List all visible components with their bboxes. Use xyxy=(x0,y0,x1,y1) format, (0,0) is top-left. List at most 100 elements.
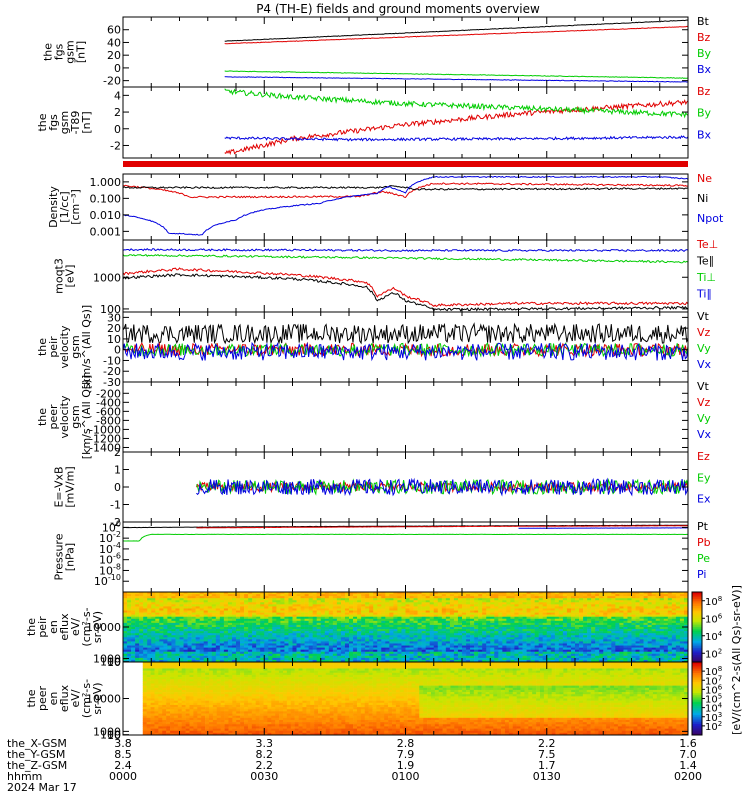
y-axis-label: eV/ xyxy=(69,689,82,707)
series-line-peir_velocity-0 xyxy=(122,322,689,345)
y-axis-label: velocity xyxy=(58,325,71,368)
y-tick-label: 40 xyxy=(107,36,121,49)
series-line-temperature-3 xyxy=(122,248,689,253)
y-axis-label: [nT] xyxy=(75,41,88,63)
y-tick-label: 20 xyxy=(107,322,121,335)
date-label: 2024 Mar 17 xyxy=(7,781,77,794)
panel-frame xyxy=(122,521,689,593)
legend-fgs_gsm_nT-3: Bx xyxy=(697,63,712,76)
colorbar-tick: 102 xyxy=(705,720,722,733)
legend-efield-2: Ex xyxy=(697,493,711,506)
series-line-density-1 xyxy=(122,185,689,191)
y-axis-label: peir xyxy=(47,336,60,358)
panel-temperature: 1000 100 moqt3[eV] Te⊥ Te∥ Ti⊥ Ti∥ xyxy=(53,238,719,316)
x-axis-tick-value: 2.2 xyxy=(256,759,274,772)
x-axis-tick-value: 7.9 xyxy=(397,748,415,761)
y-axis-label: eflux xyxy=(58,613,71,641)
y-tick-label: 60 xyxy=(107,24,121,37)
y-axis-label: the xyxy=(42,43,55,61)
legend-temperature-1: Te∥ xyxy=(696,255,714,268)
legend-pressure-0: Pt xyxy=(697,520,709,533)
legend-peir_velocity-1: Vz xyxy=(697,326,711,339)
x-axis-tick-value: 1.4 xyxy=(679,759,697,772)
legend-pressure-1: Pb xyxy=(697,536,711,549)
legend-fgs_gsm_nT-1: Bz xyxy=(697,31,711,44)
y-tick-label: 10 xyxy=(107,729,121,742)
y-tick-label: 30 xyxy=(107,311,121,324)
y-tick-label: 4 xyxy=(114,89,121,102)
y-tick-label: 1 xyxy=(114,464,121,477)
colorbar-tick: 102 xyxy=(705,647,722,660)
y-axis-label: eV/ xyxy=(69,618,82,636)
x-axis-tick-value: 1.9 xyxy=(397,759,415,772)
series-line-efield-2 xyxy=(196,477,689,497)
x-axis-tick-value: 0200 xyxy=(674,770,702,783)
legend-fgs_gsm_dBz-1: By xyxy=(697,107,712,120)
legend-temperature-2: Ti⊥ xyxy=(696,271,716,284)
y-axis-label: (cm²-s- xyxy=(80,679,93,718)
y-tick-label: -800 xyxy=(96,414,121,427)
series-line-fgs_gsm_dBz-1 xyxy=(224,88,689,119)
series-line-peir_velocity-1 xyxy=(122,341,689,358)
y-axis-label: [eV] xyxy=(64,265,77,288)
y-axis-label: the xyxy=(36,113,49,131)
y-axis-label: sr-eV) xyxy=(91,682,104,714)
y-axis-label: the xyxy=(25,618,38,636)
y-tick-label: 100 xyxy=(100,303,121,316)
panel-efield: 2 1 0 -1 -2 E=-VxB[mV/m] Ez Ey Ex xyxy=(53,446,711,529)
x-axis-tick-value: 1.6 xyxy=(679,737,697,750)
x-axis-tick-value: 7.5 xyxy=(538,748,556,761)
x-axis-row-label: the_Y-GSM xyxy=(7,748,65,761)
y-axis-label: Pressure xyxy=(53,533,66,580)
series-line-temperature-2 xyxy=(122,253,689,264)
series-line-fgs_gsm_nT-0 xyxy=(224,19,689,42)
series-line-density-0 xyxy=(122,182,688,199)
y-tick-label: 0 xyxy=(114,481,121,494)
series-line-fgs_gsm_dBz-2 xyxy=(224,135,689,142)
x-axis-row-label: the_Z-GSM xyxy=(7,759,67,772)
y-tick-label: 0.010 xyxy=(90,209,122,222)
series-line-pressure-2 xyxy=(122,533,688,542)
x-axis-tick-value: 0130 xyxy=(533,770,561,783)
y-tick-label: -1 xyxy=(110,499,121,512)
y-axis-label: eflux xyxy=(58,684,71,712)
y-axis-label: gsm xyxy=(69,335,82,358)
panel-peer_velocity: -200-400-600-800-1000-1200-1400 thepeerve… xyxy=(36,375,712,459)
y-tick-label: -1000 xyxy=(89,423,121,436)
y-axis-label: the xyxy=(25,689,38,707)
y-axis-label: [nPa] xyxy=(64,543,77,571)
legend-temperature-3: Ti∥ xyxy=(696,288,712,301)
x-axis-tick-value: 1.7 xyxy=(538,759,556,772)
colorbar-label: [eV/(cm^2-s(All Qs)-sr-eV)] xyxy=(730,585,743,735)
legend-peer_velocity-1: Vz xyxy=(697,396,711,409)
x-axis-row-label: hhmm xyxy=(7,770,42,783)
legend-temperature-0: Te⊥ xyxy=(696,238,718,251)
heatmap-cells xyxy=(142,662,689,736)
x-axis-tick-value: 8.2 xyxy=(256,748,274,761)
y-tick-label: 1000 xyxy=(93,653,121,666)
y-axis-label: [1/cc] xyxy=(58,191,71,222)
y-tick-label: 0.001 xyxy=(90,225,122,238)
legend-peer_velocity-2: Vy xyxy=(697,412,711,425)
legend-peer_velocity-0: Vt xyxy=(697,380,710,393)
series-line-fgs_gsm_nT-2 xyxy=(224,70,689,79)
y-axis-label: gsm xyxy=(69,405,82,428)
y-axis-label: E=-VxB xyxy=(53,466,66,507)
y-axis-label: the xyxy=(36,338,49,356)
y-axis-label: peir xyxy=(36,616,49,638)
series-line-pressure-1 xyxy=(196,525,688,529)
x-axis-row-label: the_X-GSM xyxy=(7,737,67,750)
y-tick-label: 1000 xyxy=(93,271,121,284)
series-line-density-2 xyxy=(122,175,689,236)
y-tick-label: -10 xyxy=(103,354,121,367)
legend-density-1: Ni xyxy=(697,192,708,205)
y-tick-label: 1.000 xyxy=(90,176,122,189)
y-tick-label: 10000 xyxy=(86,693,121,706)
panel-pressure: 10010-210-410-610-810-10Pressure[nPa]PtP… xyxy=(53,519,711,593)
series-line-peir_velocity-3 xyxy=(122,341,689,362)
y-tick-label: -2 xyxy=(110,516,121,529)
y-tick-label: -1200 xyxy=(89,432,121,445)
legend-peir_velocity-0: Vt xyxy=(697,310,710,323)
